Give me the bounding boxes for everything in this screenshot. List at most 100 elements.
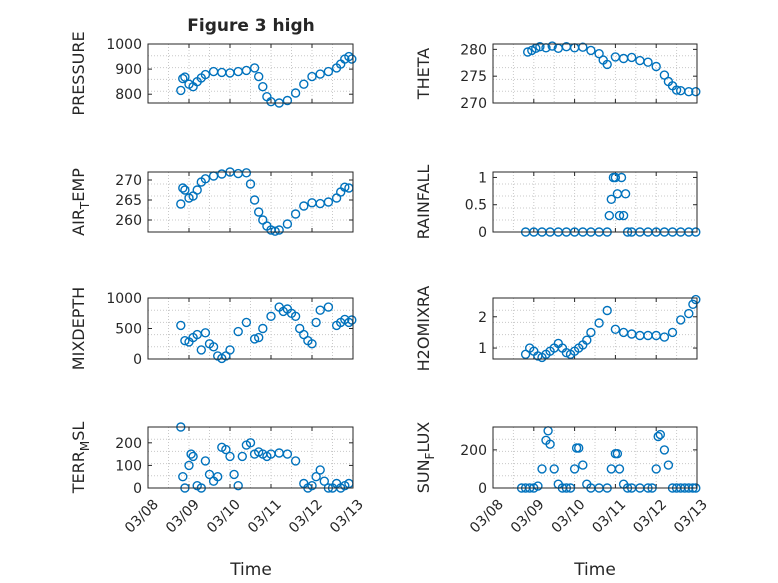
y-axis-label: H2OMIXRA bbox=[414, 286, 433, 372]
data-point bbox=[578, 460, 588, 470]
data-point bbox=[237, 451, 248, 462]
data-point bbox=[180, 72, 190, 82]
data-point bbox=[323, 66, 334, 77]
data-point bbox=[684, 308, 694, 319]
y-tick-label: 2 bbox=[478, 310, 487, 326]
data-point bbox=[606, 194, 616, 205]
data-point bbox=[643, 57, 653, 67]
data-point bbox=[258, 323, 268, 334]
axes-box bbox=[147, 43, 354, 104]
data-point bbox=[691, 86, 701, 97]
series-markers bbox=[176, 51, 357, 108]
data-point bbox=[569, 464, 580, 474]
data-point bbox=[290, 88, 301, 98]
y-tick-label: 270 bbox=[115, 173, 142, 189]
y-axis-label: SUNFLUX bbox=[414, 422, 437, 494]
x-axis-label-left: Time bbox=[229, 560, 272, 580]
axes-box bbox=[147, 171, 354, 233]
axes-box bbox=[492, 171, 698, 233]
data-point bbox=[254, 207, 264, 217]
data-point bbox=[549, 464, 559, 474]
y-axis-label: RAINFALL bbox=[414, 165, 433, 240]
data-point bbox=[311, 317, 321, 328]
subplot-pressure: 800 900 1000 PRESSURE bbox=[69, 31, 357, 116]
data-point bbox=[200, 456, 211, 466]
axes-box bbox=[492, 426, 698, 489]
data-point bbox=[290, 311, 301, 321]
data-point bbox=[547, 41, 557, 51]
subplot-theta: 270 275 280 THETA bbox=[414, 41, 701, 112]
data-point bbox=[651, 464, 661, 474]
data-point bbox=[307, 71, 317, 82]
data-point bbox=[614, 210, 625, 221]
data-point bbox=[282, 219, 293, 229]
data-point bbox=[178, 73, 188, 84]
y-tick-label: 500 bbox=[115, 322, 142, 338]
data-point bbox=[258, 81, 268, 92]
data-point bbox=[274, 225, 284, 235]
data-point bbox=[200, 328, 211, 338]
series-markers bbox=[176, 302, 357, 364]
data-point bbox=[249, 334, 260, 344]
data-point bbox=[545, 439, 555, 449]
axes-box bbox=[492, 297, 698, 360]
data-point bbox=[282, 95, 293, 106]
data-point bbox=[249, 63, 260, 73]
data-point bbox=[612, 449, 623, 459]
data-point bbox=[233, 326, 243, 337]
subplot-rainfall: 0 0.5 1 RAINFALL bbox=[414, 165, 701, 241]
data-point bbox=[254, 332, 264, 343]
data-point bbox=[184, 460, 194, 471]
data-point bbox=[659, 445, 670, 455]
data-point bbox=[676, 315, 686, 325]
data-point bbox=[204, 469, 215, 480]
grid-lines bbox=[493, 172, 697, 232]
subplot-mixdepth: 0 500 1000 MIXDEPTH bbox=[69, 287, 357, 370]
y-tick-label: 1000 bbox=[106, 291, 142, 307]
data-point bbox=[323, 197, 334, 207]
figure-title: Figure 3 high bbox=[187, 16, 315, 36]
y-tick-label: 260 bbox=[115, 213, 142, 229]
subplot-air-temp: 260 265 270 AIRTEMP bbox=[69, 167, 354, 236]
y-tick-label: 270 bbox=[460, 96, 487, 112]
data-point bbox=[610, 324, 621, 334]
data-point bbox=[586, 45, 596, 56]
data-point bbox=[578, 42, 588, 52]
data-point bbox=[282, 449, 293, 459]
data-point bbox=[586, 327, 596, 338]
data-point bbox=[266, 311, 276, 321]
y-tick-label: 280 bbox=[460, 42, 487, 58]
data-point bbox=[614, 464, 625, 474]
data-point bbox=[176, 85, 186, 96]
y-tick-label: 100 bbox=[115, 458, 142, 474]
x-axis-label-right: Time bbox=[573, 560, 616, 580]
data-point bbox=[315, 305, 325, 315]
data-point bbox=[347, 315, 357, 325]
data-point bbox=[574, 443, 584, 453]
y-tick-label: 200 bbox=[115, 436, 142, 452]
y-tick-label: 0.5 bbox=[465, 198, 487, 214]
data-point bbox=[602, 59, 612, 70]
y-tick-label: 1 bbox=[478, 341, 487, 357]
data-point bbox=[323, 302, 334, 312]
data-point bbox=[225, 451, 235, 462]
data-point bbox=[315, 69, 325, 79]
data-point bbox=[667, 327, 678, 338]
data-point bbox=[616, 172, 627, 183]
axes-box bbox=[492, 43, 698, 104]
axes-box bbox=[147, 426, 354, 489]
data-point bbox=[270, 226, 280, 236]
data-point bbox=[627, 52, 637, 63]
data-point bbox=[347, 54, 357, 64]
data-point bbox=[241, 168, 252, 178]
data-point bbox=[582, 335, 592, 345]
data-point bbox=[290, 209, 301, 219]
data-point bbox=[594, 318, 604, 328]
data-point bbox=[200, 69, 211, 80]
data-point bbox=[188, 451, 198, 462]
data-point bbox=[299, 79, 309, 89]
y-tick-label: 900 bbox=[115, 62, 142, 78]
data-point bbox=[176, 320, 186, 331]
data-point bbox=[180, 185, 190, 195]
data-point bbox=[178, 472, 188, 482]
